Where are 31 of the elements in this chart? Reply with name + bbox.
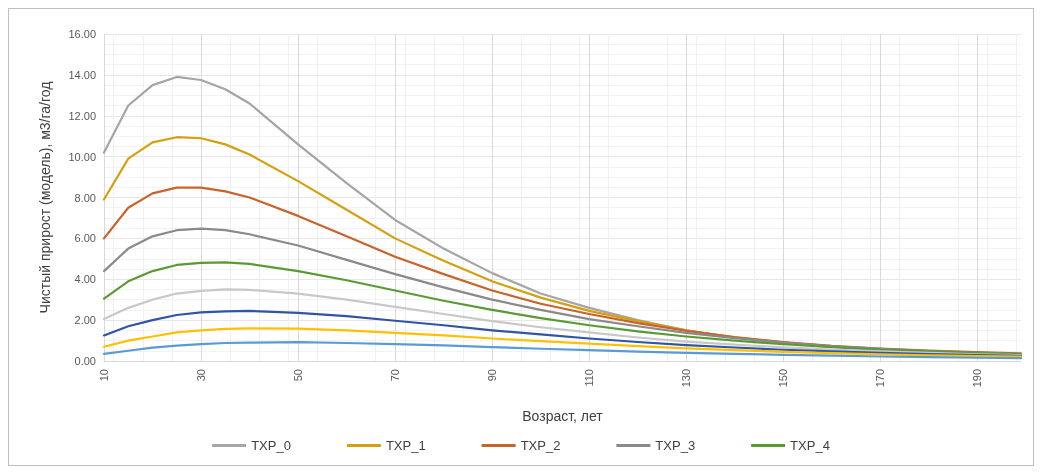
line-series [102, 327, 1023, 358]
legend-label: TXP_1 [385, 438, 426, 453]
y-tick-label: 8.00 [74, 191, 96, 204]
x-tick-label: 70 [389, 369, 402, 382]
x-tick-label: 150 [777, 369, 790, 388]
x-tick-label: 90 [486, 369, 499, 382]
legend-label: TXP_0 [251, 438, 291, 453]
legend-label: TXP_4 [790, 438, 830, 453]
x-tick-label: 10 [98, 369, 110, 382]
x-tick-label: 30 [195, 369, 208, 382]
y-tick-label: 10.00 [68, 150, 96, 163]
line-series [102, 309, 1023, 357]
x-tick-label: 190 [971, 369, 984, 388]
x-tick-label: 110 [583, 369, 596, 387]
x-tick-label: 170 [874, 369, 887, 388]
line-series [102, 186, 1023, 355]
y-axis-title: Чистый прирост (модель), м3/га/год [37, 81, 53, 314]
x-tick-label: 50 [292, 369, 305, 382]
x-tick-label: 130 [680, 369, 693, 388]
y-tick-label: 0.00 [74, 355, 96, 367]
y-tick-label: 2.00 [74, 314, 96, 327]
y-tick-label: 12.00 [68, 109, 96, 122]
x-axis-title: Возраст, лет [522, 408, 604, 424]
y-tick-label: 6.00 [74, 232, 96, 245]
y-tick-label: 4.00 [74, 273, 96, 286]
y-tick-label: 16.00 [68, 28, 96, 40]
y-tick-label: 14.00 [68, 68, 96, 81]
legend-label: TXP_2 [520, 438, 561, 453]
line-series [102, 261, 1023, 356]
legend-label: TXP_3 [655, 438, 696, 453]
line-series [102, 288, 1023, 357]
